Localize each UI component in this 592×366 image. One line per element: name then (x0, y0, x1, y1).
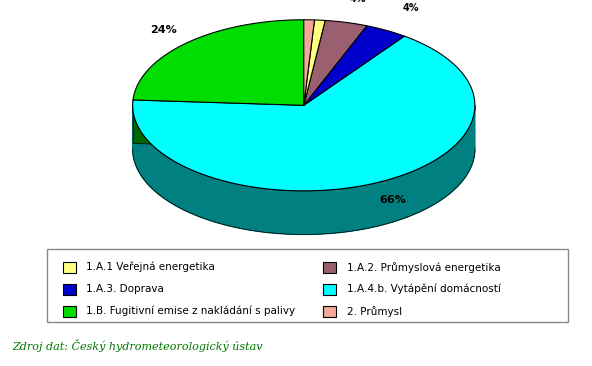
Text: 1.B. Fugitivní emise z nakládání s palivy: 1.B. Fugitivní emise z nakládání s paliv… (86, 306, 295, 316)
Text: 4%: 4% (350, 0, 366, 4)
Text: 1.A.1 Veřejná energetika: 1.A.1 Veřejná energetika (86, 262, 215, 272)
Bar (63, 284, 76, 295)
Text: 1.A.4.b. Vytápění domácností: 1.A.4.b. Vytápění domácností (347, 284, 501, 294)
Ellipse shape (133, 63, 475, 235)
Polygon shape (304, 26, 404, 105)
Polygon shape (304, 20, 367, 105)
Polygon shape (133, 105, 475, 234)
Text: 1.A.3. Doprava: 1.A.3. Doprava (86, 284, 165, 294)
Text: 2. Průmysl: 2. Průmysl (347, 306, 402, 317)
Bar (323, 262, 336, 273)
Polygon shape (133, 36, 475, 191)
Polygon shape (304, 20, 325, 105)
Bar (323, 284, 336, 295)
Polygon shape (304, 20, 314, 105)
Bar (63, 306, 76, 317)
Bar (63, 262, 76, 273)
Text: 24%: 24% (150, 26, 176, 36)
Text: 1.A.2. Průmyslová energetika: 1.A.2. Průmyslová energetika (347, 262, 501, 273)
Text: 66%: 66% (379, 195, 406, 205)
Bar (323, 306, 336, 317)
Polygon shape (133, 100, 304, 149)
Polygon shape (133, 20, 304, 105)
Text: Zdroj dat: Český hydrometeorologický ústav: Zdroj dat: Český hydrometeorologický úst… (12, 340, 262, 352)
Text: 4%: 4% (403, 3, 419, 13)
